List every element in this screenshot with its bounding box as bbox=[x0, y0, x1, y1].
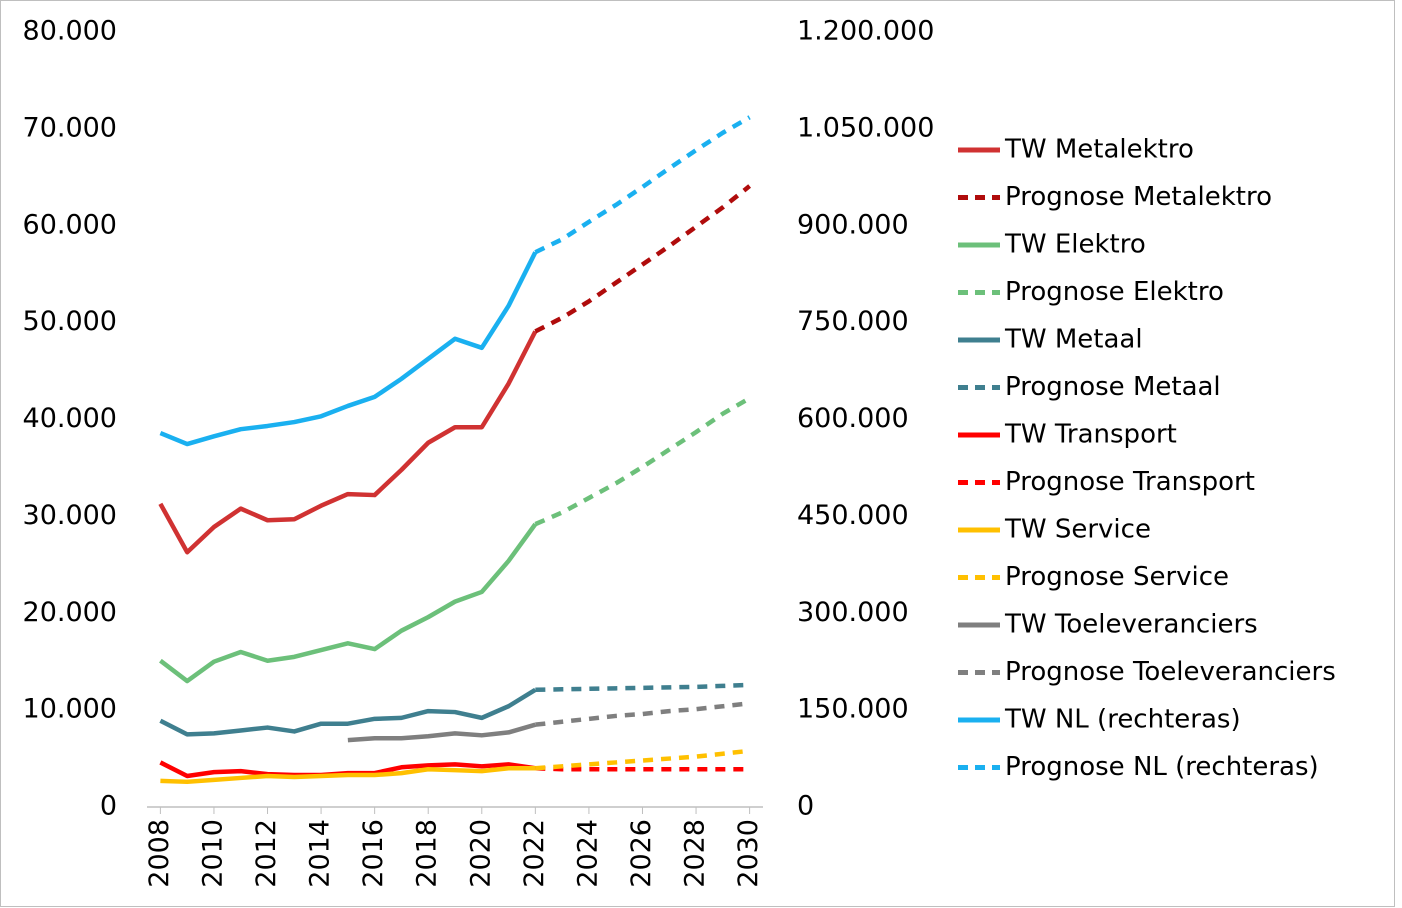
legend-label: Prognose Elektro bbox=[1005, 277, 1224, 307]
y-tick-label: 50.000 bbox=[23, 306, 117, 337]
series-line bbox=[534, 396, 751, 527]
series-line bbox=[160, 766, 536, 785]
legend-label: TW Metalektro bbox=[1004, 135, 1194, 165]
legend-label: TW Service bbox=[1004, 515, 1151, 545]
y2-tick-label: 450.000 bbox=[797, 500, 909, 531]
x-tick-label: 2010 bbox=[197, 819, 228, 888]
y-tick-label: 0 bbox=[100, 791, 117, 822]
legend-label: Prognose NL (rechteras) bbox=[1005, 752, 1319, 782]
y-tick-label: 40.000 bbox=[23, 403, 117, 434]
legend-label: TW Toeleveranciers bbox=[1004, 610, 1258, 640]
y2-tick-label: 1.200.000 bbox=[797, 16, 934, 47]
series-line bbox=[347, 722, 536, 743]
y2-tick-label: 600.000 bbox=[797, 403, 909, 434]
series-line bbox=[158, 330, 538, 555]
legend-label: TW Transport bbox=[1004, 420, 1177, 450]
x-tick-label: 2022 bbox=[519, 819, 550, 888]
series-line bbox=[159, 687, 537, 737]
y2-tick-label: 150.000 bbox=[797, 694, 909, 725]
y-tick-label: 10.000 bbox=[23, 694, 117, 725]
legend-label: TW Metaal bbox=[1004, 325, 1143, 355]
series-line bbox=[159, 251, 538, 447]
x-tick-label: 2028 bbox=[680, 819, 711, 888]
legend-label: TW NL (rechteras) bbox=[1004, 705, 1241, 735]
x-tick-label: 2030 bbox=[733, 819, 764, 888]
series-line bbox=[534, 115, 751, 255]
x-tick-label: 2012 bbox=[251, 819, 282, 888]
x-tick-label: 2018 bbox=[412, 819, 443, 888]
y2-tick-label: 1.050.000 bbox=[797, 112, 934, 143]
x-tick-label: 2020 bbox=[465, 819, 496, 888]
y-tick-label: 60.000 bbox=[23, 209, 117, 240]
y-tick-label: 30.000 bbox=[23, 500, 117, 531]
x-tick-label: 2014 bbox=[305, 819, 336, 888]
x-tick-label: 2026 bbox=[626, 819, 657, 888]
legend-label: Prognose Transport bbox=[1005, 467, 1255, 497]
x-tick-label: 2016 bbox=[358, 819, 389, 888]
series-line bbox=[159, 522, 538, 684]
y2-tick-label: 900.000 bbox=[797, 209, 909, 240]
legend-label: Prognose Toeleveranciers bbox=[1005, 657, 1336, 687]
y2-tick-label: 300.000 bbox=[797, 597, 909, 628]
series-line bbox=[534, 184, 752, 334]
y2-tick-label: 0 bbox=[797, 791, 814, 822]
x-tick-label: 2024 bbox=[572, 819, 603, 888]
y2-tick-label: 750.000 bbox=[797, 306, 909, 337]
x-tick-label: 2008 bbox=[144, 819, 175, 888]
legend-label: TW Elektro bbox=[1004, 230, 1146, 260]
legend-label: Prognose Service bbox=[1005, 562, 1229, 592]
y-tick-label: 80.000 bbox=[23, 16, 117, 47]
legend-label: Prognose Metalektro bbox=[1005, 182, 1272, 212]
legend-label: Prognose Metaal bbox=[1005, 372, 1221, 402]
y-tick-label: 20.000 bbox=[23, 597, 117, 628]
y-tick-label: 70.000 bbox=[23, 112, 117, 143]
